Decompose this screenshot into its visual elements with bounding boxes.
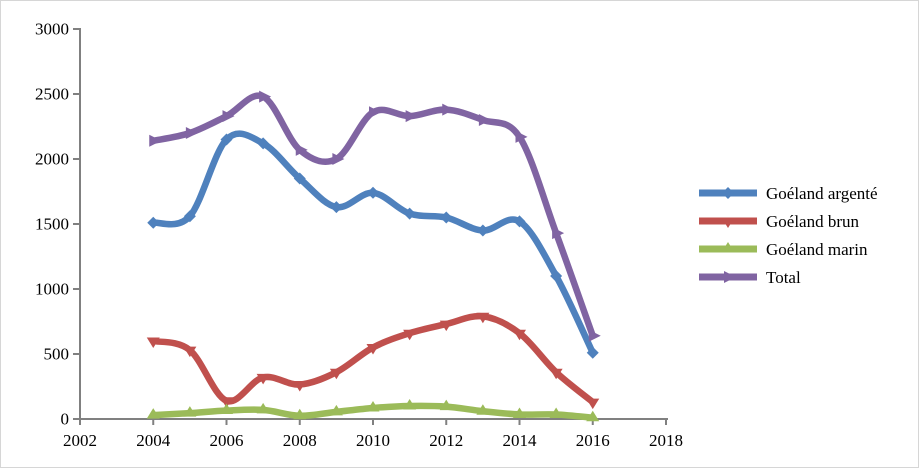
y-tick-label: 2500 [35, 85, 69, 104]
series-marker-goeland-marin [586, 410, 600, 422]
y-tick-label: 1000 [35, 280, 69, 299]
series-marker-goeland-brun [329, 368, 343, 380]
x-tick-label: 2008 [283, 431, 317, 450]
series-marker-goeland-argente [220, 133, 233, 146]
series-marker-goeland-argente [257, 137, 270, 150]
series-marker-total [185, 127, 198, 139]
series-marker-goeland-brun [293, 381, 307, 392]
series-marker-goeland-marin [329, 404, 343, 416]
series-marker-total [222, 110, 235, 123]
x-tick-label: 2010 [356, 431, 390, 450]
series-marker-goeland-marin [403, 399, 417, 410]
legend-marker-glyph [721, 217, 735, 228]
y-tick-label: 0 [61, 410, 70, 429]
series-marker-goeland-argente [147, 216, 160, 229]
series-marker-total [515, 130, 528, 143]
legend-label: Goéland argenté [766, 183, 878, 203]
legend-item-goeland-marin: Goéland marin [699, 235, 878, 263]
legend-marker-line-icon [699, 242, 757, 253]
legend-marker-glyph [722, 187, 734, 199]
series-marker-goeland-marin [366, 400, 380, 412]
series-marker-goeland-brun [403, 329, 417, 341]
legend-item-goeland-argente: Goéland argenté [699, 179, 878, 207]
series-marker-total [259, 90, 272, 103]
series-marker-goeland-argente [183, 210, 196, 223]
series-marker-goeland-argente [550, 270, 563, 282]
series-line-goeland-argente [150, 130, 596, 356]
series-marker-goeland-argente [476, 224, 489, 237]
x-tick-label: 2014 [503, 431, 538, 450]
series-marker-goeland-marin [220, 403, 233, 415]
legend-item-total: Total [699, 263, 878, 291]
series-marker-goeland-brun [439, 320, 453, 332]
series-marker-goeland-brun [476, 312, 490, 324]
series-marker-goeland-brun [513, 329, 526, 341]
x-tick-label: 2012 [429, 431, 463, 450]
series-marker-goeland-argente [403, 207, 416, 220]
legend-marker-line-icon [699, 187, 757, 199]
series-marker-goeland-brun [146, 337, 160, 348]
legend-label: Total [766, 267, 801, 287]
series-marker-total [405, 110, 418, 123]
series-marker-goeland-marin [256, 402, 270, 414]
series-marker-total [552, 227, 565, 240]
series-marker-goeland-brun [183, 346, 197, 358]
series-marker-goeland-brun [366, 344, 380, 355]
series-marker-total [295, 143, 308, 156]
series-marker-goeland-argente [440, 211, 453, 224]
series-marker-goeland-argente [293, 172, 306, 185]
x-tick-label: 2016 [576, 431, 610, 450]
y-tick-label: 3000 [35, 20, 69, 39]
series-marker-goeland-marin [293, 408, 307, 420]
series-marker-goeland-marin [476, 404, 490, 415]
series-marker-goeland-argente [513, 215, 526, 228]
series-marker-goeland-brun [549, 368, 563, 380]
series-marker-goeland-marin [513, 407, 526, 418]
series-marker-goeland-marin [183, 406, 197, 417]
y-tick-label: 500 [44, 345, 70, 364]
series-line-total [150, 92, 596, 340]
series-marker-total [369, 106, 381, 119]
x-tick-label: 2006 [210, 431, 244, 450]
legend-marker-line-icon [699, 271, 757, 283]
legend-label: Goéland marin [766, 239, 868, 259]
y-tick-label: 1500 [35, 215, 69, 234]
y-tick-label: 2000 [35, 150, 69, 169]
series-marker-total [478, 114, 491, 126]
series-marker-goeland-brun [256, 373, 270, 385]
legend-item-goeland-brun: Goéland brun [699, 207, 878, 235]
x-tick-label: 2004 [136, 431, 171, 450]
x-tick-label: 2002 [63, 431, 97, 450]
series-marker-goeland-argente [586, 346, 599, 359]
series-marker-total [149, 134, 162, 147]
x-tick-label: 2018 [649, 431, 683, 450]
series-marker-goeland-marin [549, 407, 563, 418]
legend-marker-line-icon [699, 217, 757, 228]
series-marker-total [442, 103, 455, 116]
series-line-goeland-brun [150, 312, 596, 406]
series-marker-goeland-brun [586, 398, 600, 410]
series-marker-goeland-brun [220, 397, 233, 408]
series-marker-goeland-marin [146, 408, 160, 419]
chart-legend: Goéland argenté Goéland brun Goéland mar… [699, 179, 878, 291]
legend-label: Goéland brun [766, 211, 860, 231]
legend-marker-glyph [721, 242, 735, 253]
series-marker-goeland-marin [439, 399, 453, 411]
series-marker-total [588, 329, 601, 342]
series-marker-total [332, 153, 345, 165]
series-marker-goeland-argente [367, 186, 379, 199]
legend-marker-glyph [724, 271, 736, 283]
series-marker-goeland-argente [330, 201, 343, 214]
